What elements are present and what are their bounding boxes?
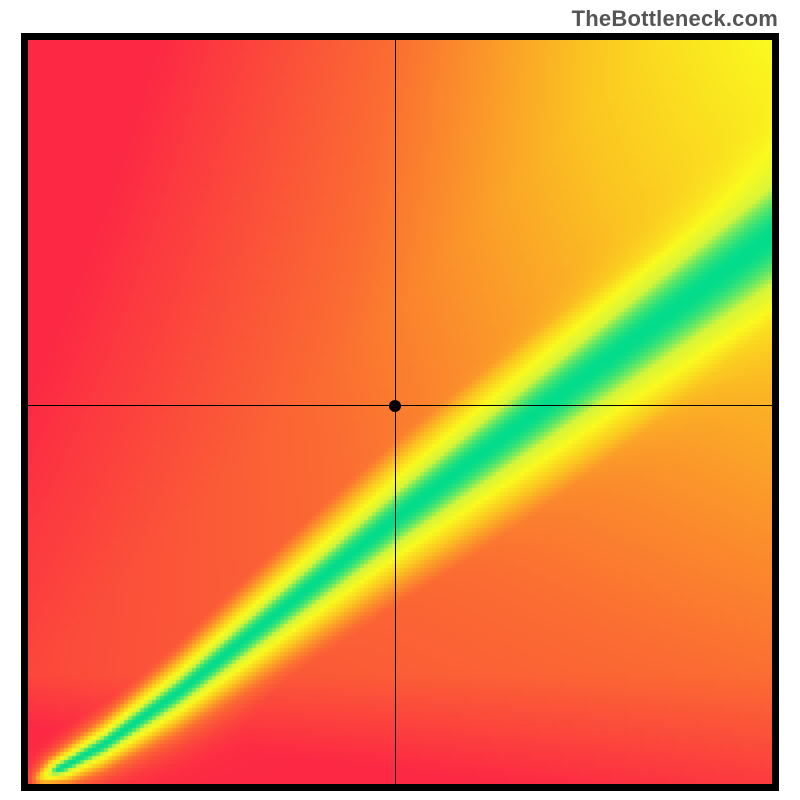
selection-marker <box>389 400 401 412</box>
bottleneck-heatmap <box>28 40 772 784</box>
crosshair-vertical <box>395 40 396 784</box>
chart-container: TheBottleneck.com <box>0 0 800 800</box>
watermark-text: TheBottleneck.com <box>572 6 778 32</box>
